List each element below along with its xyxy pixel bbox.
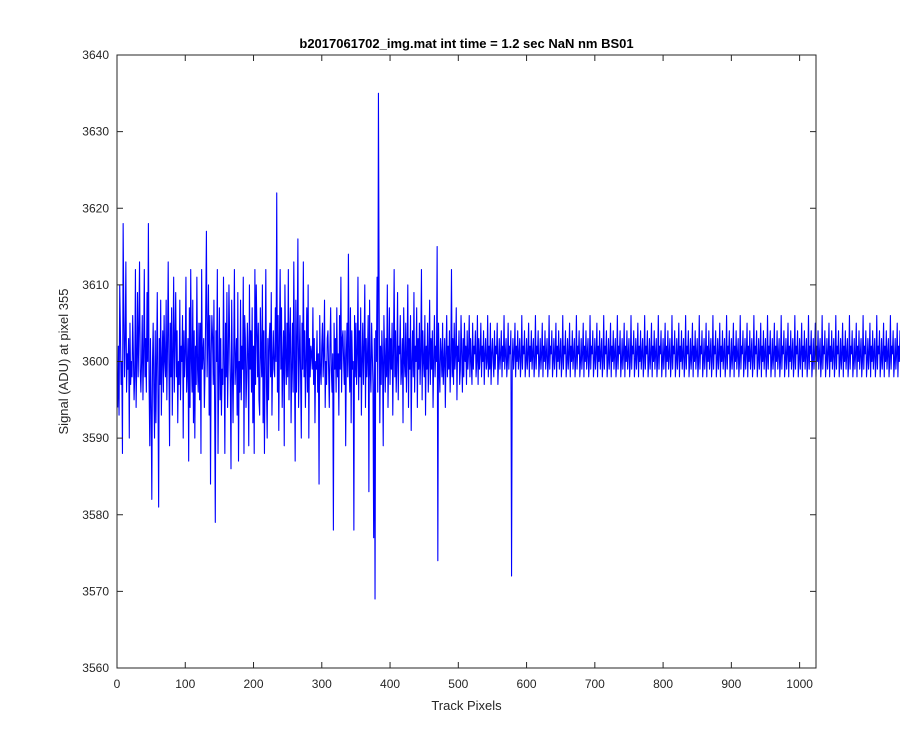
x-tick-label-200: 200 xyxy=(244,677,264,691)
y-tick-label-3620: 3620 xyxy=(82,201,109,215)
x-tick-label-100: 100 xyxy=(175,677,195,691)
x-tick-label-400: 400 xyxy=(380,677,400,691)
y-tick-label-3640: 3640 xyxy=(82,48,109,62)
x-tick-label-300: 300 xyxy=(312,677,332,691)
x-tick-label-600: 600 xyxy=(517,677,537,691)
x-tick-label-800: 800 xyxy=(653,677,673,691)
x-tick-label-700: 700 xyxy=(585,677,605,691)
y-tick-label-3610: 3610 xyxy=(82,278,109,292)
series-line-0 xyxy=(117,92,900,600)
y-tick-label-3630: 3630 xyxy=(82,125,109,139)
y-tick-label-3560: 3560 xyxy=(82,661,109,675)
x-axis: 0 100 200 300 400 500 600 700 800 900 1000 xyxy=(114,55,813,691)
x-tick-label-900: 900 xyxy=(721,677,741,691)
y-tick-label-3570: 3570 xyxy=(82,584,109,598)
x-tick-label-1000: 1000 xyxy=(786,677,813,691)
y-tick-label-3590: 3590 xyxy=(82,431,109,445)
series-layer xyxy=(117,92,900,600)
x-tick-label-500: 500 xyxy=(448,677,468,691)
chart-title: b2017061702_img.mat int time = 1.2 sec N… xyxy=(299,36,633,51)
y-axis: 3560 3570 3580 3590 3600 3610 3620 3630 3640 xyxy=(82,48,816,675)
x-axis-label: Track Pixels xyxy=(431,698,502,713)
y-tick-label-3600: 3600 xyxy=(82,355,109,369)
y-axis-label: Signal (ADU) at pixel 355 xyxy=(56,289,71,435)
x-tick-label-0: 0 xyxy=(114,677,121,691)
y-tick-label-3580: 3580 xyxy=(82,508,109,522)
